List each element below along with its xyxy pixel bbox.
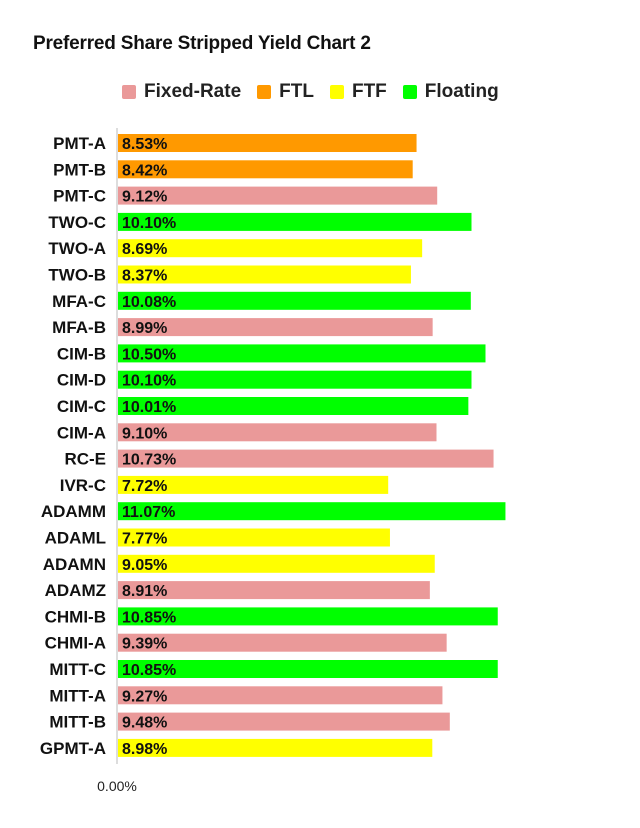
category-label: MITT-C [49, 660, 106, 679]
bar-adaml [118, 528, 390, 547]
bar-mfa-b [118, 318, 433, 337]
value-label: 8.99% [122, 320, 167, 337]
category-label: MFA-C [52, 292, 106, 311]
legend-label: FTL [279, 81, 314, 102]
category-label: TWO-C [48, 213, 106, 232]
bar-mitt-a [118, 686, 443, 705]
bar-adamm [118, 502, 506, 521]
value-label: 9.27% [122, 688, 167, 705]
bar-adamz [118, 581, 430, 600]
bar-two-c [118, 212, 472, 231]
legend-item-ftl: FTL [257, 81, 314, 103]
bar-mitt-b [118, 712, 450, 731]
value-label: 10.10% [122, 215, 176, 232]
value-label: 11.07% [122, 504, 175, 521]
value-label: 9.10% [122, 425, 167, 442]
bar-gpmt-a [118, 738, 433, 757]
value-label: 9.12% [122, 189, 167, 206]
category-label: IVR-C [60, 476, 106, 495]
value-label: 8.98% [122, 741, 167, 758]
bar-rc-e [118, 449, 494, 468]
category-label: PMT-A [53, 134, 106, 153]
bar-cim-d [118, 370, 472, 389]
category-label: RC-E [64, 450, 106, 469]
value-label: 7.77% [122, 531, 167, 548]
value-label: 8.53% [122, 136, 167, 153]
bar-mfa-c [118, 291, 471, 310]
category-label: PMT-C [53, 187, 106, 206]
bar-chmi-b [118, 607, 498, 626]
legend-swatch [122, 85, 136, 99]
bar-cim-c [118, 397, 469, 415]
category-label: CIM-B [57, 344, 106, 363]
category-label: MFA-B [52, 318, 106, 337]
value-label: 10.50% [122, 346, 176, 363]
legend-label: Floating [424, 81, 499, 102]
value-label: 8.37% [122, 268, 167, 285]
bar-cim-a [118, 423, 437, 442]
bar-mitt-c [118, 660, 498, 678]
category-label: ADAMM [41, 502, 106, 521]
value-label: 10.01% [122, 399, 176, 416]
chart-title: Preferred Share Stripped Yield Chart 2 [33, 33, 371, 54]
category-label: PMT-B [53, 160, 106, 179]
category-label: TWO-A [48, 239, 106, 258]
value-label: 9.05% [122, 557, 167, 574]
value-label: 9.39% [122, 636, 167, 653]
category-label: CHMI-B [45, 607, 106, 626]
bar-pmt-c [118, 186, 438, 205]
value-label: 8.91% [122, 583, 167, 600]
legend-item-ftf: FTF [329, 81, 387, 103]
category-label: MITT-B [49, 713, 106, 732]
x-tick-label: 0.00% [97, 778, 137, 794]
value-label: 8.42% [122, 162, 167, 179]
bar-chmi-a [118, 633, 447, 652]
category-label: TWO-B [48, 266, 106, 285]
bar-cim-b [118, 344, 486, 363]
value-label: 10.73% [122, 452, 176, 469]
bar-two-b [118, 265, 411, 284]
value-label: 7.72% [122, 478, 167, 495]
value-label: 10.85% [122, 609, 176, 626]
category-label: CHMI-A [45, 634, 106, 653]
bar-two-a [118, 239, 423, 258]
category-label: CIM-A [57, 423, 106, 442]
legend-item-fixed-rate: Fixed-Rate [122, 81, 241, 103]
category-label: ADAML [45, 529, 106, 548]
bar-pmt-b [118, 160, 413, 179]
category-label: ADAMN [43, 555, 106, 574]
legend-label: Fixed-Rate [144, 81, 242, 102]
legend-swatch [329, 85, 344, 99]
bar-ivr-c [118, 475, 389, 494]
legend-item-floating: Floating [402, 81, 499, 103]
category-label: ADAMZ [45, 581, 106, 600]
category-label: CIM-C [57, 397, 106, 416]
bar-adamn [118, 554, 435, 573]
value-label: 10.08% [122, 294, 176, 311]
category-label: GPMT-A [40, 739, 106, 758]
value-label: 10.85% [122, 662, 176, 679]
legend-swatch [257, 85, 272, 99]
category-label: MITT-A [49, 686, 106, 705]
value-label: 10.10% [122, 373, 176, 390]
legend-label: FTF [351, 81, 387, 102]
legend-swatch [402, 85, 417, 99]
value-label: 9.48% [122, 715, 167, 732]
category-label: CIM-D [57, 371, 106, 390]
value-label: 8.69% [122, 241, 167, 258]
bar-pmt-a [118, 134, 417, 152]
legend: Fixed-Rate FTL FTF Floating [122, 80, 515, 104]
